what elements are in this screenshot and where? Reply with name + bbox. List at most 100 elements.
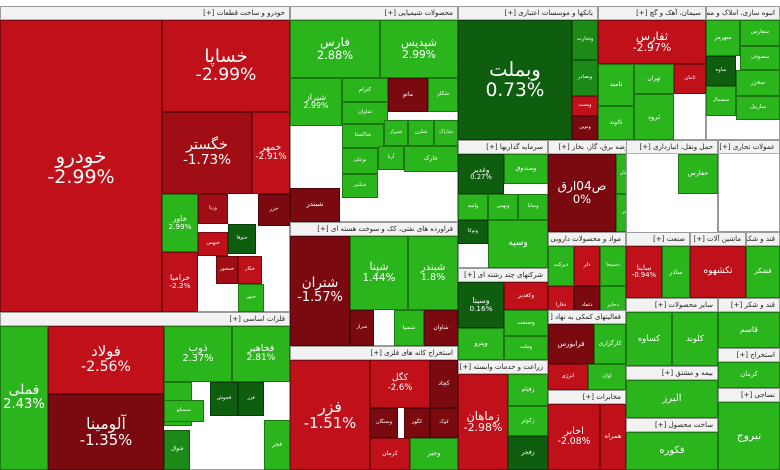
stock-tile[interactable]: فزر -1.51% (290, 360, 370, 470)
stock-tile[interactable]: شپنا 1.44% (350, 236, 408, 310)
stock-tile[interactable]: ثفارس -2.97% (598, 20, 706, 64)
stock-tile[interactable]: خودرو -2.99% (0, 20, 162, 312)
stock-tile[interactable]: وکغدیر (504, 282, 548, 310)
stock-tile[interactable]: وسنگان (370, 408, 398, 438)
stock-tile[interactable]: نبروج (718, 402, 780, 470)
stock-tile[interactable]: شبندر 1.8% (408, 236, 458, 310)
stock-tile[interactable]: ساذر (662, 246, 690, 298)
stock-tile[interactable]: ختور (238, 284, 264, 312)
stock-tile[interactable]: ص04ارق 0% (548, 154, 616, 232)
stock-tile[interactable]: البرز (626, 380, 718, 418)
stock-tile[interactable]: سفارس (740, 20, 780, 46)
stock-tile[interactable]: وساپا (518, 194, 548, 220)
stock-tile[interactable]: شبندر (290, 188, 340, 222)
stock-tile[interactable]: خزر (258, 194, 290, 226)
stock-tile[interactable]: وسینا 0.16% (458, 282, 504, 328)
stock-tile[interactable]: فولاد -2.56% (48, 326, 164, 394)
stock-tile[interactable]: وبصادر (572, 60, 598, 96)
stock-tile[interactable]: ثامان (674, 64, 706, 94)
stock-tile[interactable]: وملت (504, 336, 548, 360)
stock-tile[interactable]: بوعلی (342, 148, 378, 174)
sector-header[interactable]: نساجی [+] (719, 389, 779, 402)
stock-tile[interactable]: فخاهیر 2.81% (232, 326, 290, 382)
stock-tile[interactable]: شراز (350, 310, 374, 346)
sector-header[interactable]: بیمه و مشتق [+] (627, 367, 717, 380)
stock-tile[interactable]: وبملت 0.73% (458, 20, 572, 140)
stock-tile[interactable]: ثالوند (598, 106, 634, 140)
sector-header[interactable]: قند و شکر [+] (719, 299, 779, 312)
sector-header[interactable]: فراورده های نفتی، کک و سوخت هسته ای [+] (291, 223, 457, 236)
stock-tile[interactable]: کساوه (626, 312, 672, 366)
stock-tile[interactable]: سیمکو (164, 400, 204, 422)
stock-tile[interactable]: وامید (458, 194, 488, 220)
sector-header[interactable]: محصولات شیمیایی [+] (291, 7, 457, 20)
stock-tile[interactable]: خمهر -2.91% (252, 112, 290, 194)
stock-tile[interactable]: ورنا (198, 194, 228, 224)
sector-header[interactable]: استخراج [+] (719, 349, 779, 362)
stock-tile[interactable]: وصنعت (504, 310, 548, 336)
stock-tile[interactable]: خارک (404, 146, 458, 172)
stock-tile[interactable]: خکار (238, 256, 262, 284)
stock-tile[interactable]: کگهر (404, 408, 430, 438)
stock-tile[interactable]: اوان (588, 364, 626, 390)
sector-header[interactable]: زراعت و خدمات وابسته [+] (459, 361, 547, 374)
stock-tile[interactable]: وپترو (458, 328, 504, 360)
sector-header[interactable]: مواد و محصولات دارویی [+] (549, 233, 625, 246)
stock-tile[interactable]: کلوند (672, 312, 718, 366)
stock-tile[interactable]: وتجارت (572, 20, 598, 60)
stock-tile[interactable]: کرمان (718, 362, 780, 388)
stock-tile[interactable]: وجیر (410, 438, 458, 470)
stock-tile[interactable]: شیراز 2.99% (290, 78, 342, 126)
sector-header[interactable]: حمل ونقل، انبارداری [+] (627, 141, 717, 154)
stock-tile[interactable]: فجر (264, 420, 290, 470)
stock-tile[interactable]: ثهران (634, 64, 674, 94)
stock-tile[interactable]: کگل -2.6% (370, 360, 430, 408)
stock-tile[interactable]: سهرمز (706, 20, 740, 56)
stock-tile[interactable]: شیراز (384, 120, 408, 146)
stock-tile[interactable]: زقیام (508, 374, 548, 406)
stock-tile[interactable]: خمحور (216, 256, 238, 284)
stock-tile[interactable]: خگستر -1.73% (162, 112, 252, 194)
stock-tile[interactable]: ساینا -0.94% (626, 246, 662, 298)
stock-tile[interactable]: انرژی (548, 364, 588, 390)
sector-header[interactable]: عرضه برق، گاز، بخار [+] (549, 141, 637, 154)
stock-tile[interactable]: خاور 2.99% (162, 194, 198, 252)
sector-header[interactable]: سرمایه گذاریها [+] (459, 141, 547, 154)
stock-tile[interactable]: ثامید (598, 64, 634, 106)
stock-tile[interactable]: کچاد (430, 360, 458, 408)
stock-tile[interactable]: سشمال (706, 86, 736, 116)
stock-tile[interactable]: کترام (342, 78, 388, 102)
stock-tile[interactable]: شسپا (394, 310, 424, 346)
stock-tile[interactable]: تکشهوه (690, 246, 746, 298)
stock-tile[interactable]: ذوب 2.37% (164, 326, 232, 382)
sector-header[interactable]: ساخت محصول [+] (627, 419, 717, 432)
sector-header[interactable]: فلزات اساسی [+] (1, 313, 289, 326)
stock-tile[interactable]: زکوثر (508, 406, 548, 436)
stock-tile[interactable]: شلرن (408, 120, 434, 146)
stock-tile[interactable]: فکوره (626, 432, 718, 470)
stock-tile[interactable]: دسبحا (600, 246, 626, 286)
stock-tile[interactable]: قشکر (746, 246, 780, 298)
sector-header[interactable]: استخراج کانه های فلزی [+] (291, 347, 457, 360)
stock-tile[interactable]: زفجر (508, 436, 548, 470)
stock-tile[interactable]: ختوقا (228, 224, 256, 254)
stock-tile[interactable]: شکلر (428, 78, 458, 112)
stock-tile[interactable]: خرامیا -2.2% (162, 252, 198, 312)
stock-tile[interactable]: ونوین (572, 116, 598, 140)
stock-tile[interactable]: فنوال (164, 430, 190, 470)
stock-tile[interactable]: وتوکا (458, 220, 488, 244)
stock-tile[interactable]: شپدیس 2.99% (380, 20, 458, 78)
stock-tile[interactable]: فرابورس (548, 324, 594, 364)
stock-tile[interactable]: وسپه (488, 220, 548, 268)
stock-tile[interactable]: ثرود (634, 94, 674, 140)
stock-tile[interactable]: اخابر -2.08% (548, 404, 600, 470)
stock-tile[interactable]: وبهمن (488, 194, 518, 220)
stock-tile[interactable]: فجوش (210, 382, 238, 416)
stock-tile[interactable]: ساربیل (736, 96, 780, 120)
stock-tile[interactable]: وصندوق (504, 154, 548, 184)
stock-tile[interactable]: کارگزاری (594, 324, 626, 364)
stock-tile[interactable]: شاوان (342, 102, 388, 124)
stock-tile[interactable]: آلومینا -1.35% (48, 394, 164, 470)
sector-header[interactable]: بانکها و موسسات اعتباری [+] (459, 7, 597, 20)
stock-tile[interactable]: وپست (572, 96, 598, 116)
